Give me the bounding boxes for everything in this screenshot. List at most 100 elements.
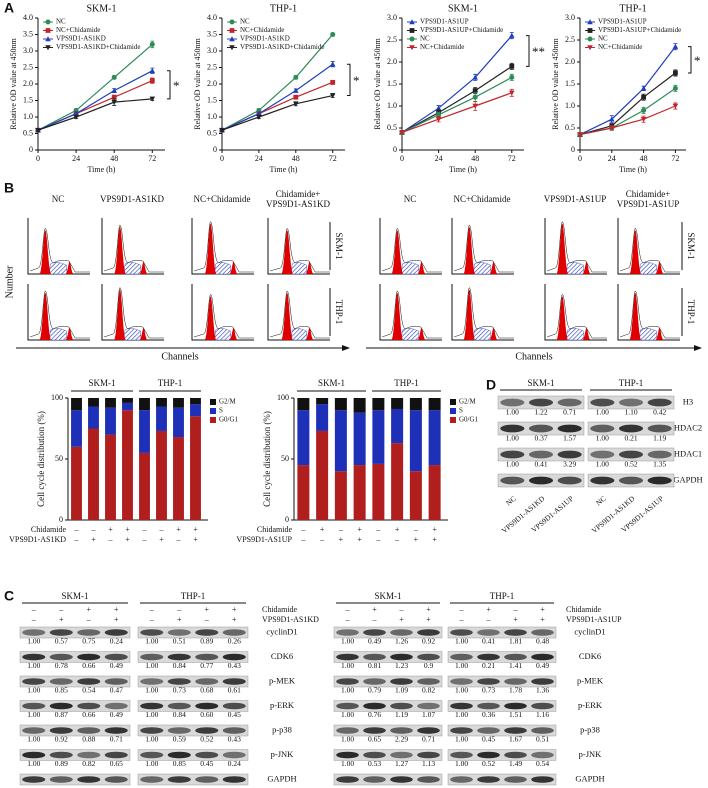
y-tick-label: 50 [55, 454, 63, 463]
band-ratio: 1.00 [341, 759, 354, 768]
series-line [579, 105, 676, 136]
band-ratio: 0.65 [110, 759, 123, 768]
y-tick-label: 0 [59, 515, 63, 524]
band-ratio: 0.68 [200, 686, 213, 695]
chart-title: THP-1 [619, 3, 646, 14]
group-label: THP-1 [181, 591, 206, 601]
blot-band [77, 653, 101, 661]
histogram-outline [29, 290, 90, 339]
condition-sign: + [432, 525, 437, 534]
marker [435, 116, 442, 122]
marker [436, 112, 442, 118]
blot-band [104, 678, 128, 685]
histogram-peak [417, 262, 426, 274]
blot-band [195, 702, 219, 710]
condition-sign: + [114, 605, 119, 614]
legend-marker [229, 45, 235, 51]
row-label: GAPDH [575, 773, 604, 783]
blot-band [363, 629, 386, 636]
legend-label: G0/G1 [219, 416, 239, 424]
band-ratio: 0.41 [482, 637, 495, 646]
condition-sign: – [399, 605, 405, 614]
band-ratio: 1.00 [27, 735, 40, 744]
band-ratio: 1.00 [341, 637, 354, 646]
band-ratio: 0.82 [422, 686, 435, 695]
histogram-s-phase [639, 328, 658, 341]
bar-segment [297, 398, 310, 411]
condition-sign: – [176, 605, 182, 614]
blot-band [363, 653, 386, 661]
y-tick-label: 2.5 [387, 35, 397, 44]
column-header: NC [52, 194, 65, 204]
x-tick-label: 72 [671, 154, 679, 163]
blot-band [390, 727, 413, 734]
significance: * [353, 73, 360, 88]
column-header: NC [404, 194, 417, 204]
histogram-s-phase [49, 262, 68, 275]
blot-band [167, 702, 191, 710]
marker [609, 116, 615, 122]
series-line [401, 76, 513, 133]
band-ratio: 1.81 [509, 637, 522, 646]
condition-sign: – [319, 535, 325, 544]
blot-band [167, 678, 191, 685]
histogram-peak [582, 262, 591, 274]
blot-band [390, 776, 413, 783]
blot-band [417, 702, 440, 710]
y-axis-label: Relative OD value at 450nm [551, 37, 560, 129]
band-ratio: 0.73 [173, 686, 186, 695]
blot-band [647, 398, 672, 407]
y-tick-label: 4.0 [23, 13, 33, 22]
column-label: NC [594, 494, 608, 508]
band-ratio: 1.00 [455, 759, 468, 768]
band-ratio: 1.00 [455, 637, 468, 646]
bar-segment [139, 452, 150, 520]
significance: ** [532, 44, 545, 59]
y-tick-label: 0 [213, 145, 217, 154]
condition-sign: – [159, 525, 165, 534]
histogram-outline [381, 228, 442, 273]
blot-band [49, 776, 73, 783]
blot-band [417, 751, 440, 759]
y-axis-label: Cell cycle distribution (%) [36, 411, 46, 507]
blot-band [618, 398, 644, 407]
band-ratio: 1.67 [509, 735, 522, 744]
blot-membrane [333, 773, 443, 786]
band-ratio: 0.49 [110, 710, 123, 719]
condition-sign: – [394, 535, 400, 544]
histogram-outline [29, 228, 90, 273]
marker [509, 90, 515, 96]
legend-swatch [210, 408, 216, 414]
blot-band [450, 678, 473, 685]
bar-segment [105, 398, 116, 408]
blot-band [22, 629, 46, 636]
marker [219, 127, 225, 133]
blot-band [195, 629, 219, 636]
condition-sign: + [193, 535, 198, 544]
histogram-peak [391, 230, 404, 274]
legend-marker [409, 45, 415, 51]
blot-band [531, 629, 554, 636]
condition-sign: + [125, 525, 130, 534]
group-label: THP-1 [394, 378, 419, 388]
blot-band [500, 450, 525, 459]
y-tick-label: 0.5 [207, 128, 217, 137]
histogram-peak [489, 328, 498, 340]
condition-sign: + [204, 605, 209, 614]
legend-label: NC+Chidamide [598, 43, 642, 51]
blot-band [363, 751, 386, 759]
histogram-outline [453, 224, 514, 273]
blot-band [618, 450, 644, 459]
blot-band [450, 629, 473, 636]
condition-sign: – [459, 605, 465, 614]
row-label: CDK6 [271, 651, 293, 661]
blot-band [222, 629, 246, 636]
blot-band [450, 702, 473, 710]
band-ratio: 1.00 [145, 759, 158, 768]
blot-band [336, 702, 359, 710]
blot-band [477, 702, 500, 710]
blot-band [104, 629, 128, 636]
condition-label: Chidamide [566, 605, 602, 614]
blot-band [104, 751, 128, 759]
